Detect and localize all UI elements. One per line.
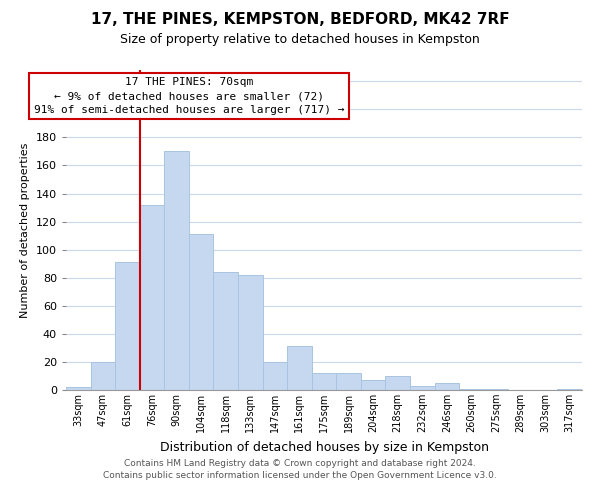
Bar — [410, 386, 434, 390]
Bar — [287, 346, 312, 390]
Text: Size of property relative to detached houses in Kempston: Size of property relative to detached ho… — [120, 32, 480, 46]
Bar — [336, 373, 361, 390]
Text: 17 THE PINES: 70sqm
← 9% of detached houses are smaller (72)
91% of semi-detache: 17 THE PINES: 70sqm ← 9% of detached hou… — [34, 77, 344, 115]
Bar — [238, 275, 263, 390]
Y-axis label: Number of detached properties: Number of detached properties — [20, 142, 30, 318]
Bar — [557, 388, 582, 390]
Text: 17, THE PINES, KEMPSTON, BEDFORD, MK42 7RF: 17, THE PINES, KEMPSTON, BEDFORD, MK42 7… — [91, 12, 509, 28]
Bar — [434, 383, 459, 390]
Bar — [263, 362, 287, 390]
Text: Contains HM Land Registry data © Crown copyright and database right 2024.
Contai: Contains HM Land Registry data © Crown c… — [103, 458, 497, 480]
Bar — [361, 380, 385, 390]
Bar — [385, 376, 410, 390]
Bar — [484, 388, 508, 390]
Bar — [140, 204, 164, 390]
Bar — [459, 388, 484, 390]
Bar — [91, 362, 115, 390]
Bar — [312, 373, 336, 390]
Bar — [164, 152, 189, 390]
Bar — [214, 272, 238, 390]
Bar — [115, 262, 140, 390]
Bar — [66, 387, 91, 390]
Bar — [189, 234, 214, 390]
X-axis label: Distribution of detached houses by size in Kempston: Distribution of detached houses by size … — [160, 440, 488, 454]
